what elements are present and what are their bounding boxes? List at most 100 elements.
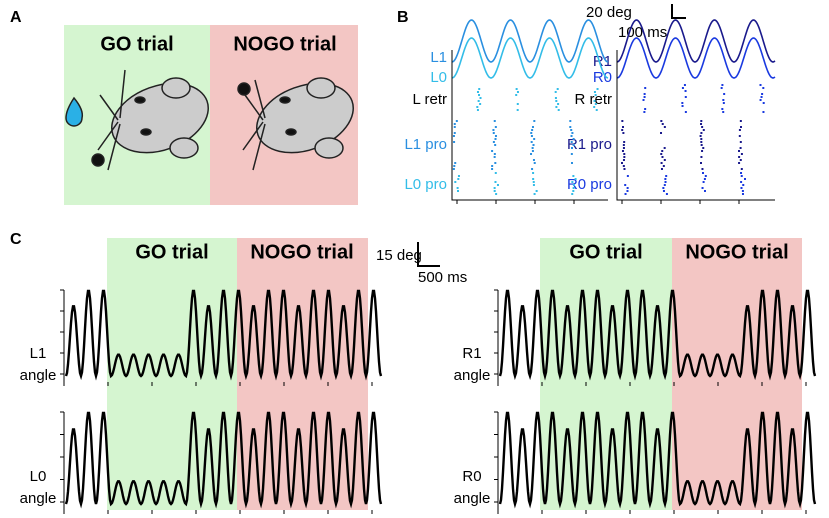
- spike: [644, 87, 647, 89]
- spike: [703, 190, 706, 192]
- spike: [761, 93, 764, 95]
- spike: [493, 120, 496, 122]
- spike: [642, 99, 645, 101]
- spike: [738, 129, 741, 131]
- spike: [515, 88, 518, 90]
- nogo-label: NOGO trial: [250, 241, 353, 263]
- spike: [532, 181, 535, 183]
- plot-unit: angle: [20, 367, 57, 384]
- spike: [665, 175, 668, 177]
- scale-x-label: 500 ms: [418, 269, 467, 286]
- spike: [453, 126, 456, 128]
- spike: [533, 138, 536, 140]
- spike: [740, 153, 743, 155]
- spike: [533, 162, 536, 164]
- spike: [494, 181, 497, 183]
- spike: [532, 172, 535, 174]
- spike: [660, 168, 663, 170]
- spike: [722, 111, 725, 113]
- spike: [740, 172, 743, 174]
- spike: [622, 132, 625, 134]
- spike: [457, 175, 460, 177]
- spike: [624, 193, 627, 195]
- spike: [621, 129, 624, 131]
- spike: [531, 168, 534, 170]
- row-label: R retr: [575, 91, 613, 108]
- spike: [739, 126, 742, 128]
- spike: [457, 190, 460, 192]
- spike: [660, 132, 663, 134]
- spike: [684, 111, 687, 113]
- spike: [661, 156, 664, 158]
- spike: [663, 126, 666, 128]
- nogo-label: NOGO trial: [233, 33, 336, 55]
- plot-unit: angle: [20, 490, 57, 507]
- spike: [759, 84, 762, 86]
- spike: [494, 126, 497, 128]
- spike: [570, 141, 573, 143]
- spike: [738, 150, 741, 152]
- spike: [476, 106, 479, 108]
- spike: [454, 181, 457, 183]
- spike: [495, 193, 498, 195]
- spike: [453, 132, 456, 134]
- spike: [533, 120, 536, 122]
- spike: [532, 178, 535, 180]
- spike: [700, 144, 703, 146]
- spike: [683, 84, 686, 86]
- spike: [701, 172, 704, 174]
- row-label: L0 pro: [404, 176, 447, 193]
- spike: [595, 109, 598, 111]
- row-label: R1 pro: [567, 136, 612, 153]
- spike: [491, 168, 494, 170]
- spike: [684, 90, 687, 92]
- panel-label: C: [10, 231, 22, 248]
- trace-label: R0: [593, 69, 612, 86]
- spike: [643, 93, 646, 95]
- go-label: GO trial: [100, 33, 173, 55]
- spike: [492, 132, 495, 134]
- spike: [570, 129, 573, 131]
- spike: [515, 94, 518, 96]
- spike: [701, 126, 704, 128]
- spike: [454, 162, 457, 164]
- spike: [491, 165, 494, 167]
- spike: [452, 168, 455, 170]
- row-label: L retr: [413, 91, 447, 108]
- spike: [555, 106, 558, 108]
- spike: [556, 88, 559, 90]
- spike: [740, 187, 743, 189]
- spike: [762, 102, 765, 104]
- spike: [643, 111, 646, 113]
- trace-label: L0: [430, 69, 447, 86]
- spike: [721, 84, 724, 86]
- spike: [455, 120, 458, 122]
- spike: [739, 141, 742, 143]
- whisker-trace: [451, 37, 609, 79]
- spike: [555, 100, 558, 102]
- spike: [701, 187, 704, 189]
- spike: [570, 153, 573, 155]
- spike: [621, 120, 624, 122]
- spike: [571, 181, 574, 183]
- spike: [593, 91, 596, 93]
- spike: [622, 147, 625, 149]
- scale-y-label: 20 deg: [586, 4, 632, 21]
- plot-unit: angle: [454, 367, 491, 384]
- spike: [572, 138, 575, 140]
- spike: [557, 103, 560, 105]
- spike: [759, 99, 762, 101]
- spike: [621, 126, 624, 128]
- spike: [662, 187, 665, 189]
- spike: [762, 111, 765, 113]
- spike: [572, 144, 575, 146]
- spike: [532, 144, 535, 146]
- spike: [702, 129, 705, 131]
- axis: [451, 50, 608, 201]
- spike: [535, 190, 538, 192]
- spike: [554, 91, 557, 93]
- whisker-trace: [616, 37, 776, 79]
- plot-name: L1: [30, 345, 47, 362]
- spike: [453, 165, 456, 167]
